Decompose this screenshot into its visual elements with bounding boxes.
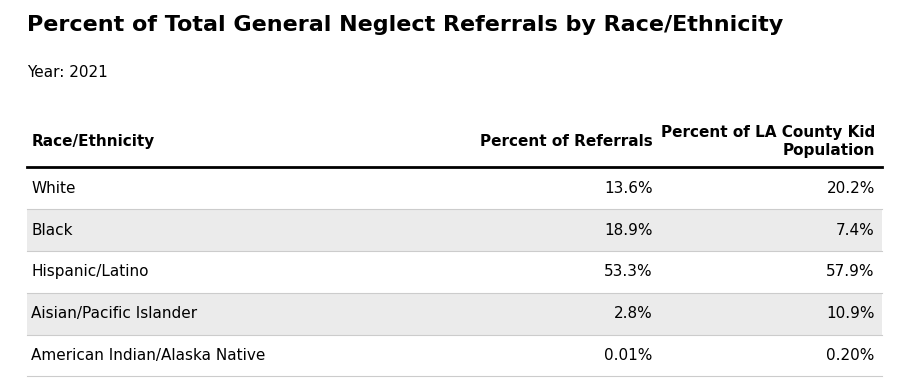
- Text: 10.9%: 10.9%: [826, 306, 875, 321]
- Text: Percent of Total General Neglect Referrals by Race/Ethnicity: Percent of Total General Neglect Referra…: [27, 15, 783, 35]
- Text: Year: 2021: Year: 2021: [27, 65, 108, 80]
- Text: 7.4%: 7.4%: [836, 223, 875, 238]
- Text: 13.6%: 13.6%: [604, 181, 652, 196]
- Text: Percent of LA County Kid
Population: Percent of LA County Kid Population: [661, 125, 875, 157]
- Text: 0.01%: 0.01%: [604, 348, 652, 363]
- Text: Aisian/Pacific Islander: Aisian/Pacific Islander: [32, 306, 198, 321]
- Text: 20.2%: 20.2%: [826, 181, 875, 196]
- Text: Race/Ethnicity: Race/Ethnicity: [32, 134, 155, 149]
- Text: 18.9%: 18.9%: [604, 223, 652, 238]
- Text: 2.8%: 2.8%: [614, 306, 652, 321]
- Text: Black: Black: [32, 223, 73, 238]
- Text: 53.3%: 53.3%: [604, 264, 652, 280]
- Text: White: White: [32, 181, 76, 196]
- Text: 0.20%: 0.20%: [826, 348, 875, 363]
- Text: Hispanic/Latino: Hispanic/Latino: [32, 264, 149, 280]
- Text: Percent of Referrals: Percent of Referrals: [480, 134, 652, 149]
- Text: 57.9%: 57.9%: [826, 264, 875, 280]
- Text: American Indian/Alaska Native: American Indian/Alaska Native: [32, 348, 266, 363]
